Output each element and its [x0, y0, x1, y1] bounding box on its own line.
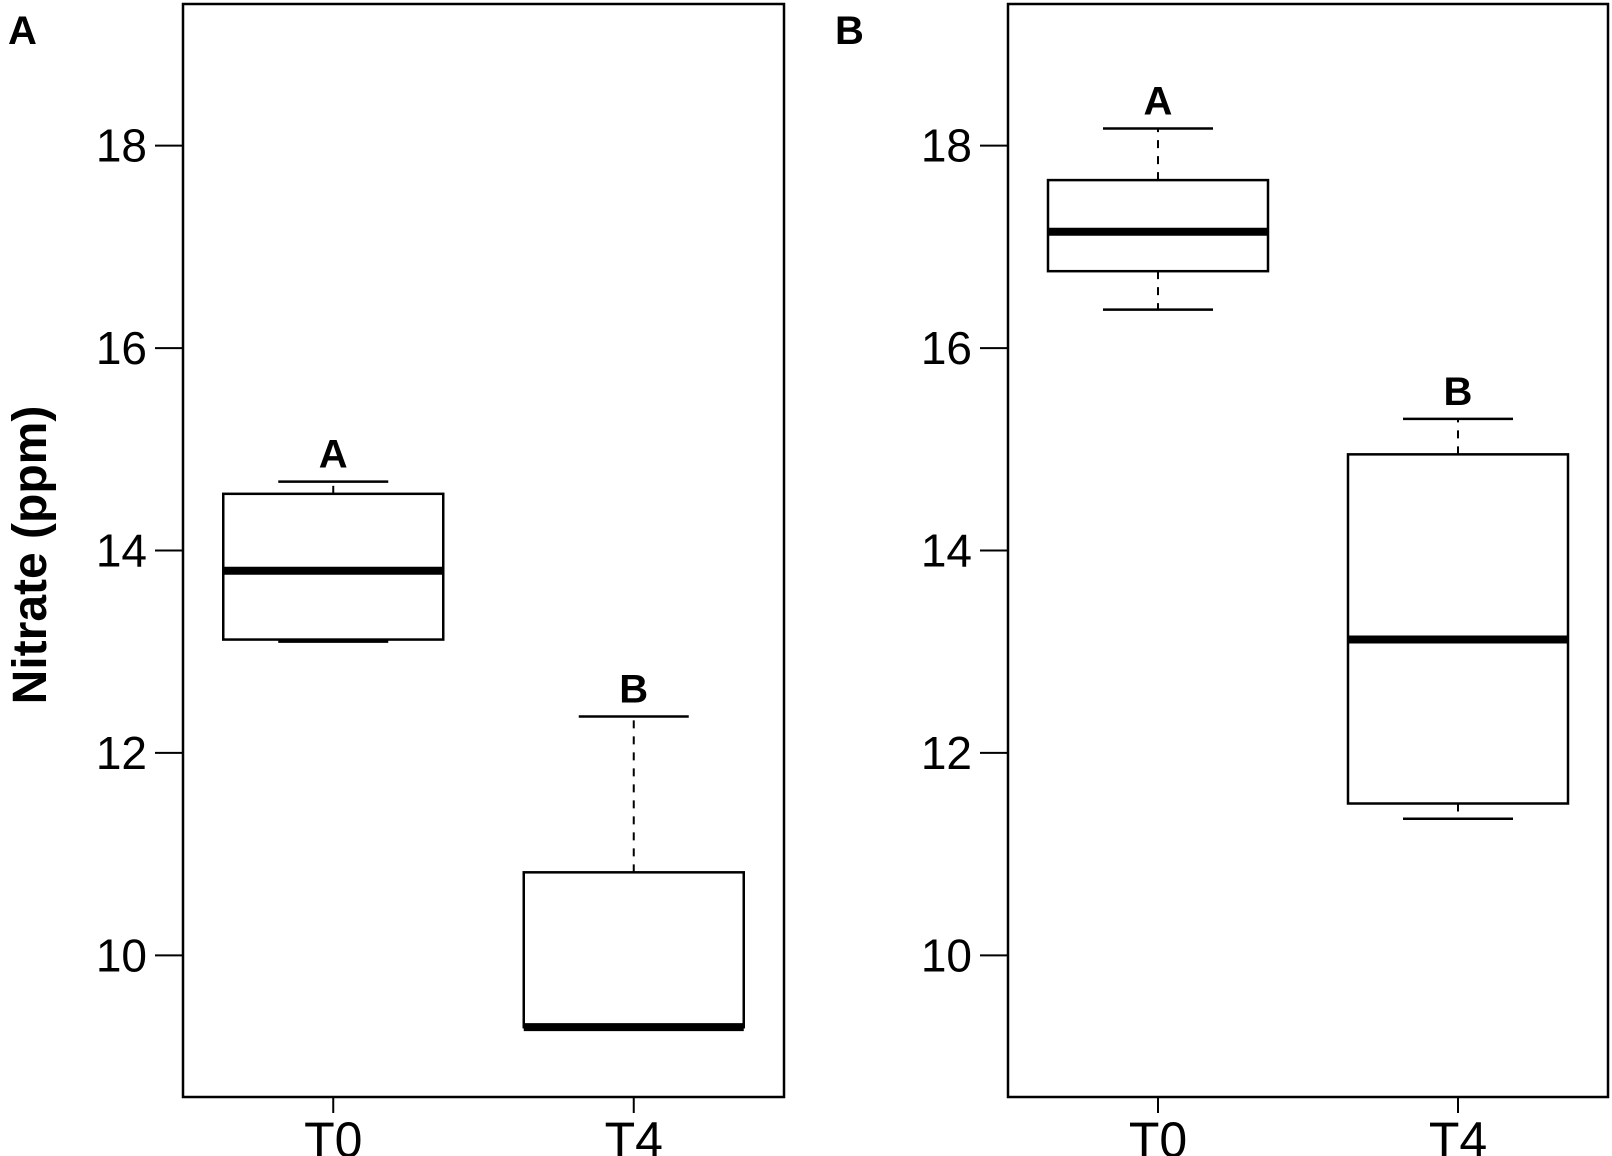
y-tick-label: 14: [921, 525, 972, 577]
y-tick-label: 14: [96, 525, 147, 577]
panel-b: B 10 12 14 16 18 T0 T4 A B: [835, 2, 1610, 1156]
y-tick-label: 12: [921, 727, 972, 779]
panel-letter: A: [8, 9, 37, 53]
x-tick-label: T0: [1129, 1112, 1187, 1156]
significance-letter: B: [619, 667, 648, 711]
y-tick-label: 18: [96, 120, 147, 172]
y-tick-label: 16: [96, 322, 147, 374]
panel-a: A 10 12 14 16 18 T0 T4 A B: [8, 2, 786, 1156]
x-tick-label: T0: [304, 1112, 362, 1156]
panel-letter: B: [835, 9, 864, 53]
box-iqr: [222, 492, 445, 641]
y-tick-label: 10: [921, 929, 972, 981]
box-iqr: [522, 871, 745, 1029]
box-t4: B: [522, 667, 745, 1032]
significance-letter: A: [1144, 79, 1173, 123]
y-tick-label: 18: [921, 120, 972, 172]
box-t4: B: [1346, 370, 1570, 820]
y-tick-label: 10: [96, 929, 147, 981]
box-iqr: [1346, 453, 1570, 805]
y-tick-label: 12: [96, 727, 147, 779]
box-t0: A: [1046, 79, 1270, 311]
x-tick-label: T4: [605, 1112, 663, 1156]
panels: A 10 12 14 16 18 T0 T4 A B B 10 12 14 16 18 T0 T4 A B: [8, 2, 1610, 1156]
box-t0: A: [222, 433, 445, 643]
significance-letter: B: [1444, 370, 1473, 414]
significance-letter: A: [319, 433, 348, 477]
y-tick-label: 16: [921, 322, 972, 374]
x-tick-label: T4: [1429, 1112, 1487, 1156]
y-axis-label: Nitrate (ppm): [4, 406, 57, 705]
box-iqr: [1046, 178, 1270, 273]
